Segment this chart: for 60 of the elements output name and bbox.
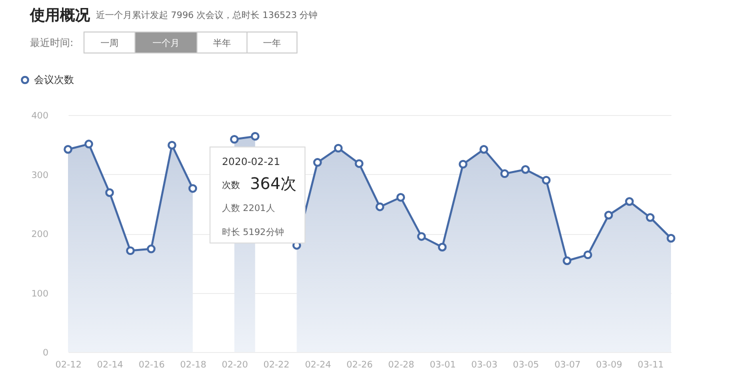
point [168, 140, 176, 150]
y-tick-label: 200 [31, 230, 49, 240]
x-tick-label: 03-07 [554, 360, 581, 370]
annotation: 人数 2201人 [222, 203, 275, 214]
point [562, 256, 572, 266]
point [313, 158, 322, 167]
y-tick-label: 0 [42, 348, 49, 358]
x-tick-label: 02-26 [346, 360, 373, 370]
x-tick-label: 02-12 [55, 360, 82, 370]
x-tick-label: 03-01 [430, 360, 456, 370]
annotation: 364次 [250, 174, 297, 193]
point [334, 144, 343, 153]
text: 一年 [263, 38, 281, 49]
x-tick-label: 03-09 [596, 360, 622, 370]
annotation: 时长 5192分钟 [222, 227, 284, 238]
point [458, 160, 468, 169]
point [500, 169, 510, 178]
x-tick-label: 03-03 [471, 360, 498, 370]
point [438, 242, 447, 252]
chart-title: 使用概况 [29, 6, 91, 24]
point [666, 234, 676, 243]
legend-label: 会议次数 [34, 74, 74, 86]
text: 一个月 [152, 38, 180, 49]
point [646, 213, 655, 222]
point [188, 184, 198, 193]
text: 半年 [213, 38, 231, 49]
point [583, 250, 592, 260]
x-tick-label: 03-05 [512, 360, 540, 370]
x-tick-label: 02-28 [388, 360, 415, 370]
x-tick-label: 02-18 [180, 360, 207, 370]
point [376, 202, 384, 212]
point [126, 246, 135, 256]
point [64, 145, 72, 154]
point [230, 134, 239, 144]
point [146, 244, 156, 254]
y-tick-label: 100 [31, 289, 49, 300]
y-tick-label: 300 [31, 170, 49, 181]
text: 一周 [100, 38, 118, 49]
annotation: 2020-02-21 [222, 157, 280, 168]
point [105, 188, 114, 197]
x-tick-label: 02-24 [304, 360, 332, 370]
point [625, 197, 634, 206]
point [521, 165, 530, 174]
x-tick-label: 02-14 [97, 360, 124, 370]
point [604, 210, 613, 220]
chart-subtitle: 近一个月累计发起 7996 次会议，总时长 136523 分钟 [96, 10, 318, 21]
point [354, 159, 364, 168]
text: 最近时间: [30, 37, 74, 49]
x-tick-label: 03-11 [638, 360, 664, 370]
annotation: 次数 [222, 180, 240, 191]
point [542, 176, 551, 185]
point [396, 193, 406, 202]
point [250, 132, 260, 141]
point [417, 232, 426, 241]
x-tick-label: 02-16 [138, 360, 166, 370]
x-tick-label: 02-20 [222, 360, 248, 370]
y-tick-label: 400 [31, 112, 49, 122]
x-tick-label: 02-22 [263, 360, 290, 370]
point [84, 140, 94, 148]
point [480, 145, 488, 154]
